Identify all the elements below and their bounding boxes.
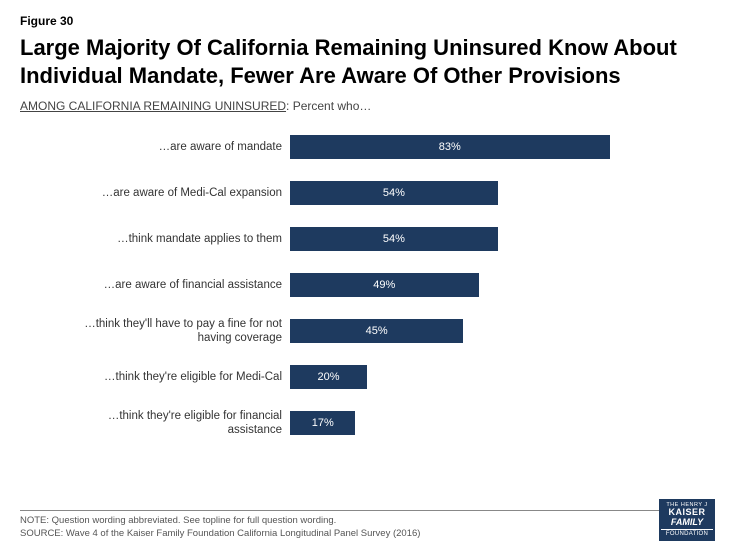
bar-label: …think they'll have to pay a fine for no… bbox=[60, 317, 290, 346]
bar: 83% bbox=[290, 135, 610, 159]
footer: NOTE: Question wording abbreviated. See … bbox=[20, 510, 715, 541]
bar-value: 54% bbox=[383, 233, 405, 245]
bar-track: 20% bbox=[290, 365, 675, 389]
bar-row: …are aware of Medi-Cal expansion 54% bbox=[60, 177, 675, 209]
bar: 17% bbox=[290, 411, 355, 435]
bar-value: 20% bbox=[317, 371, 339, 383]
bar: 20% bbox=[290, 365, 367, 389]
chart-subtitle: AMONG CALIFORNIA REMAINING UNINSURED: Pe… bbox=[20, 99, 715, 113]
bar-track: 45% bbox=[290, 319, 675, 343]
bar-track: 54% bbox=[290, 227, 675, 251]
bar-value: 54% bbox=[383, 187, 405, 199]
bar-row: …are aware of financial assistance 49% bbox=[60, 269, 675, 301]
chart-title: Large Majority Of California Remaining U… bbox=[20, 34, 715, 89]
chart-area: …are aware of mandate 83% …are aware of Me… bbox=[20, 131, 715, 439]
bar-track: 49% bbox=[290, 273, 675, 297]
bar-value: 49% bbox=[373, 279, 395, 291]
figure-number: Figure 30 bbox=[20, 14, 715, 28]
bar-label: …think they're eligible for financial as… bbox=[60, 409, 290, 438]
bar-track: 54% bbox=[290, 181, 675, 205]
bar-label: …are aware of Medi-Cal expansion bbox=[60, 186, 290, 200]
logo-line4: FOUNDATION bbox=[661, 529, 713, 538]
subtitle-underline: AMONG CALIFORNIA REMAINING UNINSURED bbox=[20, 99, 286, 113]
bar-label: …are aware of financial assistance bbox=[60, 278, 290, 292]
bar: 49% bbox=[290, 273, 479, 297]
bar-row: …think they're eligible for financial as… bbox=[60, 407, 675, 439]
logo-line3: FAMILY bbox=[661, 518, 713, 528]
bar-value: 83% bbox=[439, 141, 461, 153]
bar-label: …think they're eligible for Medi-Cal bbox=[60, 370, 290, 384]
bar: 54% bbox=[290, 181, 498, 205]
bar-label: …are aware of mandate bbox=[60, 140, 290, 154]
figure-container: Figure 30 Large Majority Of California R… bbox=[0, 0, 735, 551]
bar-value: 17% bbox=[312, 417, 334, 429]
bar-value: 45% bbox=[366, 325, 388, 337]
subtitle-rest: : Percent who… bbox=[286, 99, 371, 113]
kff-logo: THE HENRY J KAISER FAMILY FOUNDATION bbox=[659, 499, 715, 541]
bar-row: …think they'll have to pay a fine for no… bbox=[60, 315, 675, 347]
bar-row: …think mandate applies to them 54% bbox=[60, 223, 675, 255]
bar: 54% bbox=[290, 227, 498, 251]
bar-row: …think they're eligible for Medi-Cal 20% bbox=[60, 361, 675, 393]
footer-note: NOTE: Question wording abbreviated. See … bbox=[20, 515, 715, 528]
bar: 45% bbox=[290, 319, 463, 343]
bar-track: 83% bbox=[290, 135, 675, 159]
footer-source: SOURCE: Wave 4 of the Kaiser Family Foun… bbox=[20, 528, 715, 541]
bar-track: 17% bbox=[290, 411, 675, 435]
bar-row: …are aware of mandate 83% bbox=[60, 131, 675, 163]
bar-label: …think mandate applies to them bbox=[60, 232, 290, 246]
